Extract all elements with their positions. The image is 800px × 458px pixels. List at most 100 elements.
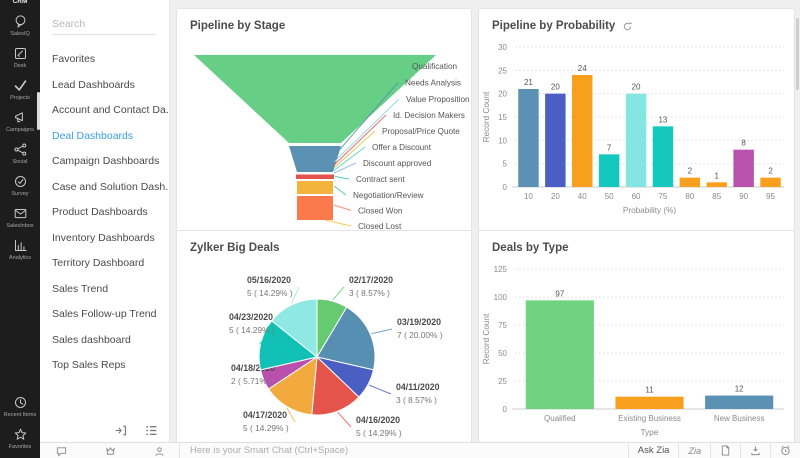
y-tick-label: 125 [494, 265, 508, 274]
sidebar-item-campaign-dashboards[interactable]: Campaign Dashboards [52, 155, 160, 167]
bar-value-label: 7 [607, 143, 612, 152]
funnel-segment[interactable] [289, 146, 341, 172]
sidebar-item-lead-dashboards[interactable]: Lead Dashboards [52, 78, 135, 91]
rail-item-crm[interactable]: CRM [0, 0, 40, 9]
zia-button[interactable]: Zia [678, 443, 710, 458]
projects-icon [14, 80, 26, 91]
card-pipeline-by-probability: Pipeline by Probability 0 5 10 15 20 25 30 21 10… [478, 8, 795, 232]
sidebar-item-sales-follow-up-trend[interactable]: Sales Follow-up Trend [52, 308, 157, 320]
rail-item-salesinbox[interactable]: SalesInbox [0, 201, 40, 233]
x-tick-label: 75 [658, 192, 667, 201]
bar-75[interactable] [652, 126, 674, 187]
rail-item-survey[interactable]: Survey [0, 169, 40, 201]
reminder-button[interactable] [770, 443, 800, 458]
collapse-sidebar-icon[interactable] [114, 424, 127, 437]
sidebar-item-top-sales-reps[interactable]: Top Sales Reps [52, 359, 126, 371]
bar-80[interactable] [679, 177, 701, 187]
sidebar-item-sales-dashboard[interactable]: Sales dashboard [52, 333, 131, 346]
bar-Existing Business[interactable] [615, 396, 684, 409]
bar-20[interactable] [545, 93, 566, 187]
list-view-icon[interactable] [145, 424, 158, 437]
download-button[interactable] [740, 443, 770, 458]
notes-button[interactable] [710, 443, 740, 458]
smart-chat-input[interactable] [180, 445, 628, 456]
pie-slice-04/16/2020[interactable] [311, 355, 360, 416]
bar-New Business[interactable] [705, 395, 774, 409]
bar-value-label: 21 [524, 78, 533, 87]
search-input[interactable] [52, 16, 156, 35]
chat-bubble-icon[interactable] [56, 446, 67, 457]
funnel-segment[interactable] [297, 196, 333, 220]
main-scrollbar-thumb[interactable] [796, 18, 799, 90]
funnel-segment[interactable] [297, 181, 333, 194]
funnel-leader-line [334, 82, 399, 156]
sidebar-item-favorites[interactable]: Favorites [52, 53, 96, 65]
card-title: Zylker Big Deals [190, 242, 280, 254]
rail-item-social[interactable]: Social [0, 137, 40, 169]
sidebar-item-account-and-contact-da[interactable]: Account and Contact Da... [52, 104, 169, 116]
bar-value-label: 2 [768, 167, 773, 176]
funnel-leader-line [333, 204, 352, 211]
bar-90[interactable] [733, 149, 754, 187]
bar-85[interactable] [706, 182, 727, 187]
pie-slice-03/19/2020[interactable] [316, 306, 376, 371]
rail-item-recent[interactable]: Recent Items [0, 390, 40, 422]
funnel-leader-line [333, 98, 400, 163]
refresh-icon[interactable] [622, 21, 633, 32]
y-tick-label: 10 [498, 136, 507, 145]
sidebar-item-case-and-solution-dash[interactable]: Case and Solution Dash... [52, 180, 169, 193]
card-title: Deals by Type [492, 242, 569, 254]
funnel-stage-label: Closed Won [358, 207, 403, 216]
sidebar-item-product-dashboards[interactable]: Product Dashboards [52, 206, 148, 218]
salesiq-icon [15, 15, 25, 28]
sidebar-item-sales-trend[interactable]: Sales Trend [52, 282, 109, 295]
sidebar-search-row [40, 0, 169, 41]
y-tick-label: 25 [498, 66, 507, 75]
bar-10[interactable] [518, 89, 539, 187]
pie-leader-line [259, 323, 282, 345]
bar-40[interactable] [572, 75, 593, 187]
card-zylker-big-deals: Zylker Big Deals 02/17/2020 3 ( 8.57% ) 03… [176, 230, 472, 442]
group-channels-icon[interactable] [105, 446, 116, 457]
rail-item-label: Projects [10, 95, 30, 101]
pie-slice-value-label: 5 ( 14.29% ) [356, 428, 402, 438]
sidebar-item-inventory-dashboards[interactable]: Inventory Dashboards [52, 231, 155, 244]
bar-value-label: 97 [555, 289, 564, 298]
bar-50[interactable] [598, 154, 620, 187]
pie-slice-05/16/2020[interactable] [270, 298, 318, 359]
funnel-segment[interactable] [194, 55, 436, 143]
document-icon [721, 445, 730, 456]
sidebar-item-deal-dashboards[interactable]: Deal Dashboards [52, 129, 134, 142]
rail-item-analytics[interactable]: Analytics [0, 233, 40, 265]
contact-person-icon[interactable] [154, 446, 165, 457]
funnel-stage-label: Value Proposition [406, 95, 470, 104]
pie-slice-date-label: 04/17/2020 [243, 410, 287, 420]
rail-item-campaigns[interactable]: Campaigns [0, 105, 40, 137]
funnel-stage-label: Negotiation/Review [353, 191, 424, 200]
pie-slice-04/23/2020[interactable] [258, 320, 319, 371]
card-title: Pipeline by Probability [492, 20, 616, 32]
rail-item-desk[interactable]: Desk [0, 41, 40, 73]
pie-slice-04/17/2020[interactable] [267, 356, 318, 416]
ask-zia-button[interactable]: Ask Zia [627, 443, 679, 458]
rail-item-salesiq[interactable]: SalesIQ [0, 9, 40, 41]
bar-95[interactable] [760, 177, 781, 187]
pie-slice-date-label: 03/19/2020 [397, 317, 441, 327]
rail-item-favorites[interactable]: Favorites [0, 422, 40, 454]
funnel-stage-label: Contract sent [356, 175, 405, 184]
x-tick-label: 40 [578, 192, 587, 201]
sidebar-item-territory-dashboard[interactable]: Territory Dashboard [52, 257, 145, 269]
rail-item-projects[interactable]: Projects [0, 73, 40, 105]
bar-60[interactable] [625, 93, 647, 187]
x-tick-label: 85 [712, 192, 721, 201]
rail-scrollbar-thumb[interactable] [37, 92, 40, 130]
x-tick-label: 60 [632, 192, 641, 201]
funnel-segment[interactable] [296, 174, 334, 180]
funnel-stage-label: Discount approved [363, 159, 432, 168]
rail-item-label: Analytics [8, 255, 31, 261]
x-tick-label: 50 [605, 192, 614, 201]
y-tick-label: 25 [498, 377, 507, 386]
funnel-leader-line [333, 146, 366, 171]
bar-Qualified[interactable] [525, 300, 594, 409]
chat-bar-icons [40, 444, 179, 457]
